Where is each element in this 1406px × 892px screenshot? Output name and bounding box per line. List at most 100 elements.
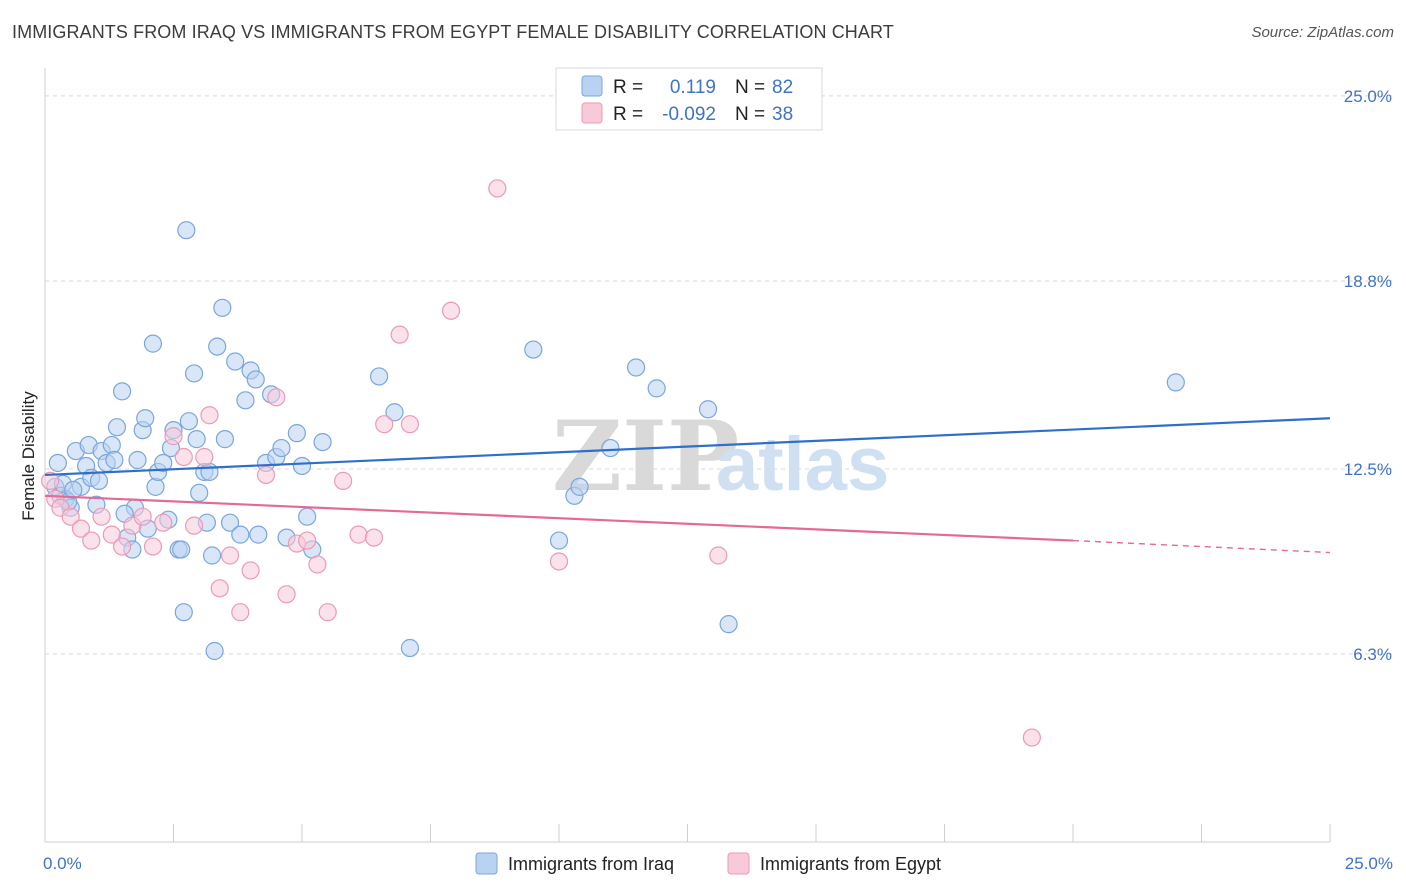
- egypt-point: [390, 325, 409, 344]
- legend-iraq-swatch: [581, 75, 603, 97]
- y-axis-label: Female Disability: [19, 391, 38, 521]
- legend-bottom-iraq-swatch: [475, 852, 498, 875]
- chart-title: IMMIGRANTS FROM IRAQ VS IMMIGRANTS FROM …: [12, 22, 894, 42]
- iraq-point: [698, 400, 718, 419]
- iraq-point: [1166, 373, 1185, 392]
- legend-egypt-n-value: 38: [772, 104, 793, 125]
- egypt-point: [92, 507, 111, 526]
- egypt-point: [375, 415, 394, 434]
- iraq-point: [719, 615, 738, 634]
- axes: [44, 68, 1331, 843]
- iraq-point: [177, 221, 196, 240]
- egypt-point: [349, 525, 368, 544]
- iraq-point: [313, 432, 332, 452]
- iraq-point: [601, 438, 620, 458]
- legend-bottom-egypt-label: Immigrants from Egypt: [760, 854, 941, 874]
- x-tick-label-min: 0.0%: [43, 854, 82, 873]
- iraq-point: [107, 418, 127, 437]
- egypt-point: [334, 471, 353, 490]
- egypt-point: [549, 552, 569, 571]
- legend-bottom-egypt-swatch: [727, 852, 750, 875]
- egypt-point: [154, 513, 173, 532]
- egypt-point: [164, 427, 183, 446]
- iraq-point: [136, 409, 155, 428]
- egypt-point: [174, 447, 193, 467]
- iraq-point: [205, 641, 224, 661]
- iraq-point: [549, 531, 569, 550]
- egypt-point: [210, 579, 229, 598]
- source-credit: Source: ZipAtlas.com: [1251, 24, 1394, 41]
- egypt-point: [298, 531, 317, 550]
- iraq-point: [202, 546, 222, 565]
- iraq-point: [385, 403, 404, 422]
- egypt-point: [41, 471, 60, 490]
- y-tick-label: 18.8%: [1344, 272, 1392, 291]
- iraq-point: [190, 483, 209, 502]
- egypt-point: [488, 179, 507, 198]
- series-egypt-points: [41, 179, 1041, 747]
- egypt-point: [143, 537, 163, 556]
- iraq-point: [292, 456, 312, 476]
- legend-iraq-n-label: N =: [735, 77, 765, 98]
- iraq-point: [64, 480, 83, 499]
- egypt-point: [441, 301, 461, 320]
- iraq-point: [524, 340, 543, 359]
- egypt-point: [71, 519, 91, 538]
- legend-top: R = 0.119 N = 82 R = -0.092 N = 38: [555, 67, 823, 131]
- egypt-point: [364, 528, 384, 547]
- egypt-point: [277, 585, 296, 604]
- egypt-point: [102, 525, 121, 544]
- egypt-point: [82, 531, 101, 550]
- iraq-trend-line: [44, 417, 1331, 477]
- iraq-point: [213, 298, 232, 317]
- y-tick-labels: 6.3% 12.5% 18.8% 25.0%: [1344, 87, 1392, 664]
- legend-egypt-r-value: -0.092: [662, 104, 716, 125]
- egypt-point: [195, 447, 214, 467]
- egypt-point: [318, 603, 337, 622]
- iraq-point: [174, 603, 193, 622]
- egypt-point: [184, 516, 204, 535]
- egypt-trend-line: [44, 494, 1074, 542]
- iraq-point: [48, 453, 67, 473]
- iraq-point: [249, 525, 268, 544]
- iraq-point: [112, 382, 132, 401]
- iraq-point: [179, 412, 199, 431]
- trend-lines: [44, 417, 1331, 554]
- iraq-point: [647, 379, 666, 398]
- iraq-point: [146, 477, 165, 496]
- legend-egypt-n-label: N =: [735, 104, 765, 125]
- iraq-point: [226, 352, 245, 371]
- legend-iraq-r-label: R =: [613, 77, 643, 98]
- legend-bottom-iraq-label: Immigrants from Iraq: [508, 854, 674, 874]
- iraq-point: [89, 471, 109, 490]
- iraq-point: [208, 337, 227, 356]
- iraq-point: [172, 540, 191, 559]
- egypt-point: [256, 465, 276, 485]
- iraq-point: [128, 450, 147, 470]
- egypt-point: [112, 537, 132, 556]
- iraq-point: [370, 367, 389, 386]
- egypt-point: [709, 546, 728, 565]
- x-tick-labels: 0.0% 25.0%: [43, 854, 1393, 873]
- iraq-point: [187, 430, 206, 449]
- egypt-point: [133, 507, 152, 526]
- iraq-point: [215, 430, 234, 449]
- iraq-point: [105, 450, 124, 470]
- egypt-point: [241, 561, 260, 580]
- egypt-point: [1022, 728, 1041, 747]
- iraq-point: [400, 638, 420, 658]
- legend-egypt-swatch: [581, 102, 603, 124]
- iraq-point: [298, 507, 317, 526]
- egypt-point: [200, 406, 219, 425]
- legend-egypt-r-label: R =: [613, 104, 643, 125]
- iraq-point: [143, 334, 163, 353]
- iraq-point: [184, 364, 204, 383]
- iraq-point: [154, 453, 173, 473]
- egypt-point: [231, 603, 250, 622]
- egypt-point: [61, 507, 80, 526]
- iraq-point: [626, 358, 646, 377]
- watermark-atlas: atlas: [716, 422, 889, 507]
- legend-iraq-n-value: 82: [772, 77, 793, 98]
- iraq-point: [246, 370, 265, 389]
